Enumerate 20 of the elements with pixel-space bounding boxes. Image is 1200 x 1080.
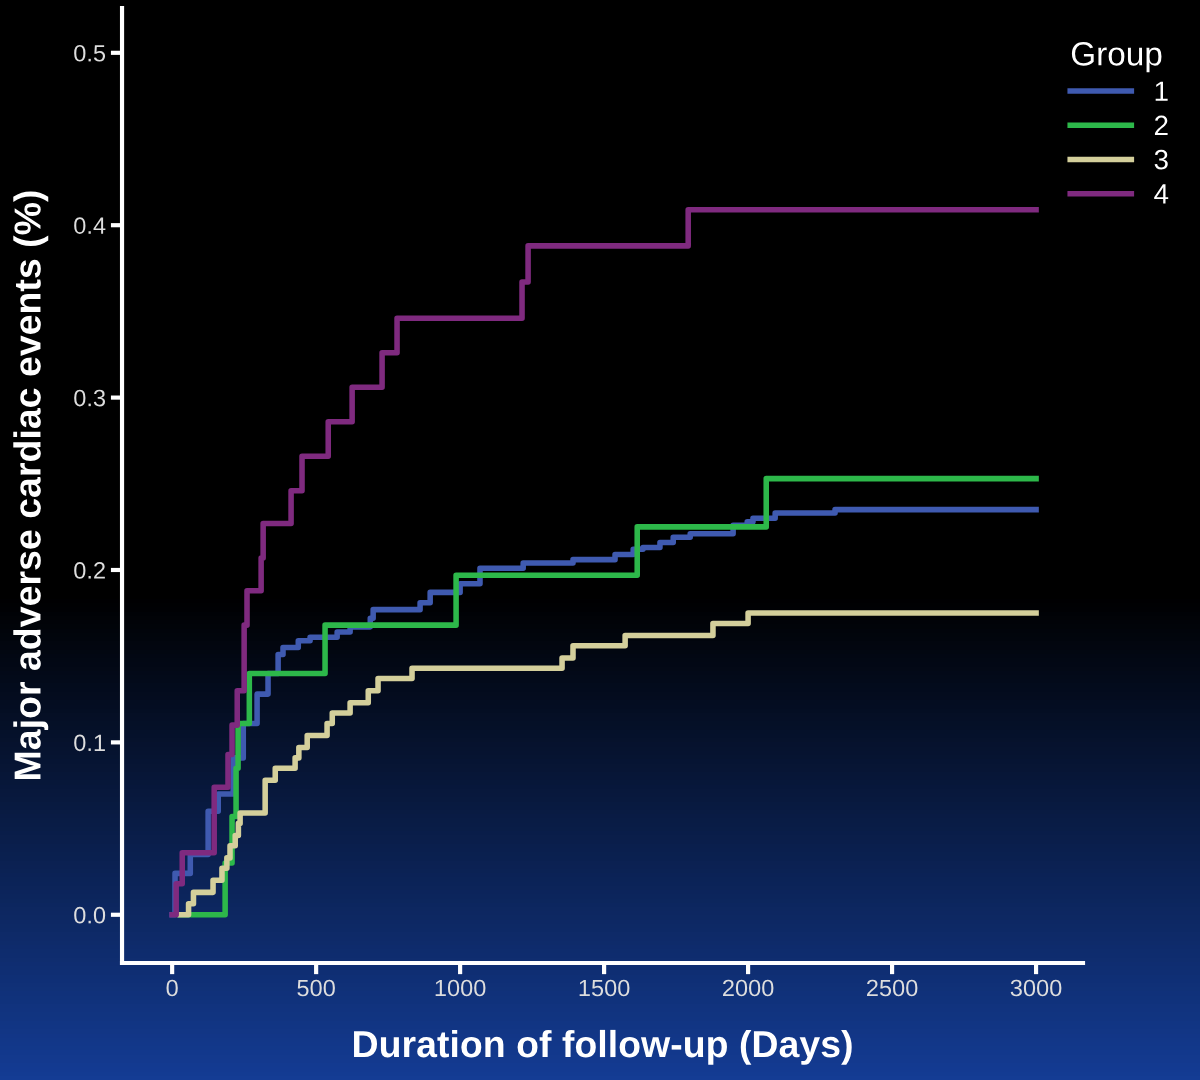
y-tick-label: 0.5 [74,44,106,62]
legend-label: 1 [1155,81,1168,101]
y-tick-label: 0.0 [74,906,106,924]
legend-label: 3 [1154,149,1168,170]
x-tick-label: 1000 [435,979,486,997]
y-tick-label: 0.1 [74,734,105,752]
y-axis-title: Major adverse cardiac events (%) [13,191,49,779]
x-tick-label: 2500 [867,979,918,997]
y-tick-label: 0.4 [74,217,106,234]
y-tick-label: 0.3 [74,389,106,407]
x-tick-label: 2000 [723,979,774,997]
legend-label: 2 [1154,115,1168,135]
x-axis-title: Duration of follow-up (Days) [354,1029,852,1065]
y-tick-label: 0.2 [74,562,105,579]
x-tick-label: 0 [166,979,178,997]
x-tick-label: 3000 [1010,979,1062,997]
x-tick-label: 500 [297,979,335,997]
legend-label: 4 [1154,184,1169,204]
x-tick-label: 1500 [579,979,630,997]
legend-title: Group [1071,42,1162,73]
